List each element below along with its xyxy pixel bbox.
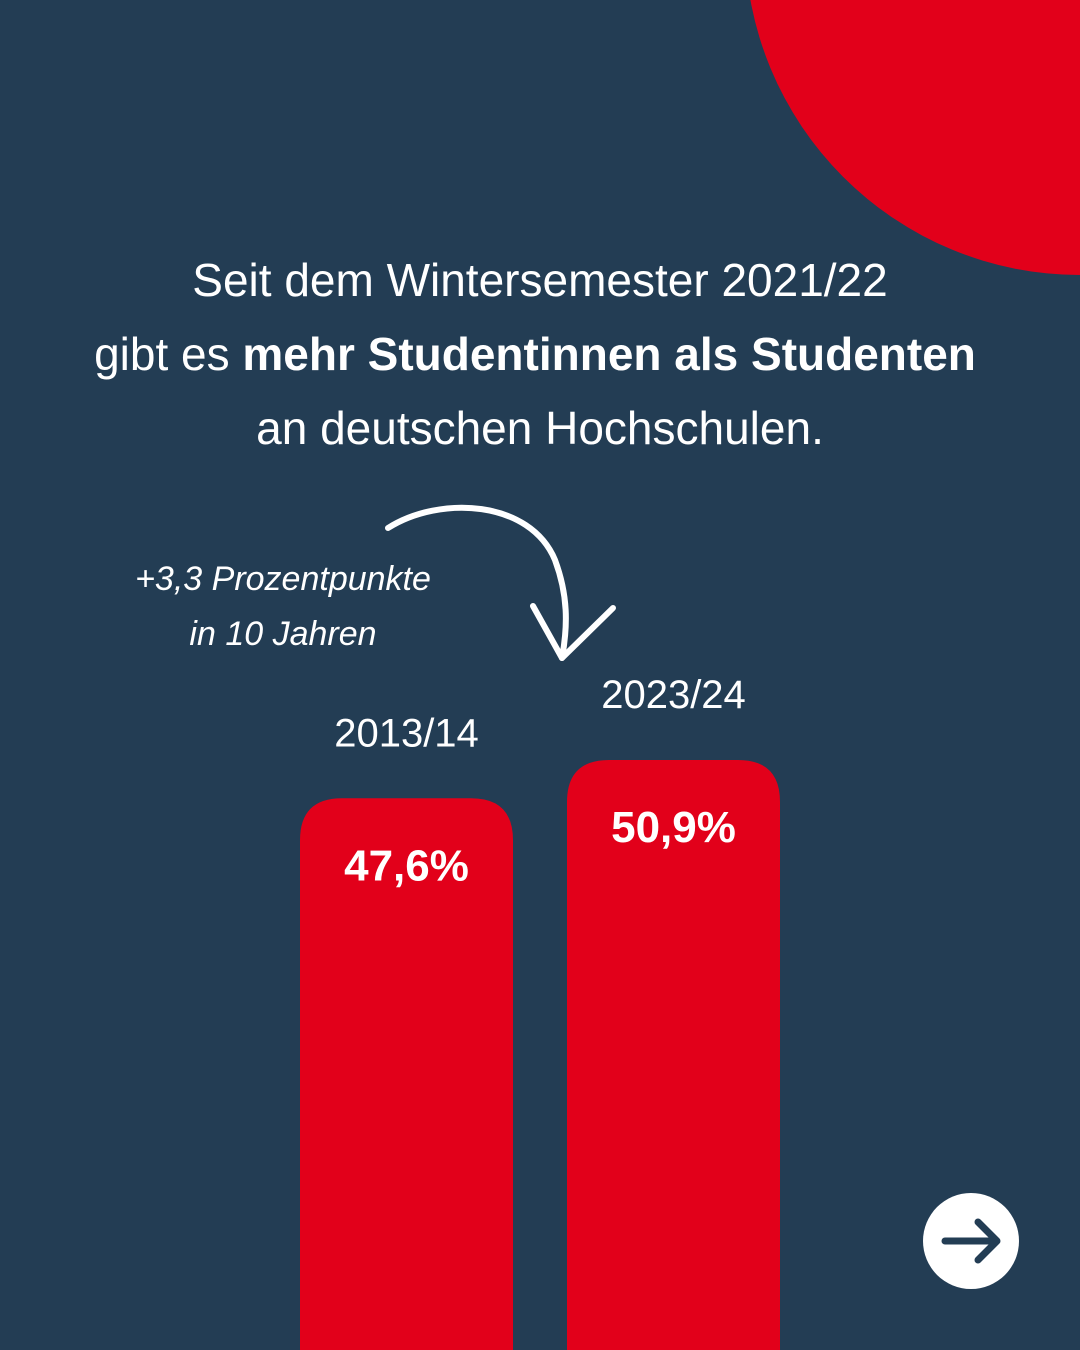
- category-label: 2013/14: [334, 711, 479, 755]
- title-emphasis: mehr Studentinnen als Studenten: [242, 328, 976, 380]
- title-line: an deutschen Hochschulen.: [256, 402, 824, 454]
- title-part: gibt es: [94, 328, 230, 380]
- decor-circle: [750, 0, 1080, 275]
- value-label: 50,9%: [611, 803, 736, 852]
- value-label: 47,6%: [344, 841, 469, 890]
- annotation: +3,3 Prozentpunkte: [135, 560, 431, 598]
- annotation: in 10 Jahren: [189, 615, 376, 653]
- title-line: Seit dem Wintersemester 2021/22: [192, 254, 887, 306]
- bar: [300, 798, 513, 1350]
- title-line: gibt es mehr Studentinnen als Studenten: [94, 328, 976, 380]
- bar: [567, 760, 780, 1350]
- annotation-arrow: [385, 504, 569, 661]
- category-label: 2023/24: [601, 673, 746, 717]
- next-arrow-icon[interactable]: [941, 1218, 1001, 1264]
- annotation-arrowhead: [530, 603, 616, 661]
- next-button[interactable]: [923, 1193, 1019, 1289]
